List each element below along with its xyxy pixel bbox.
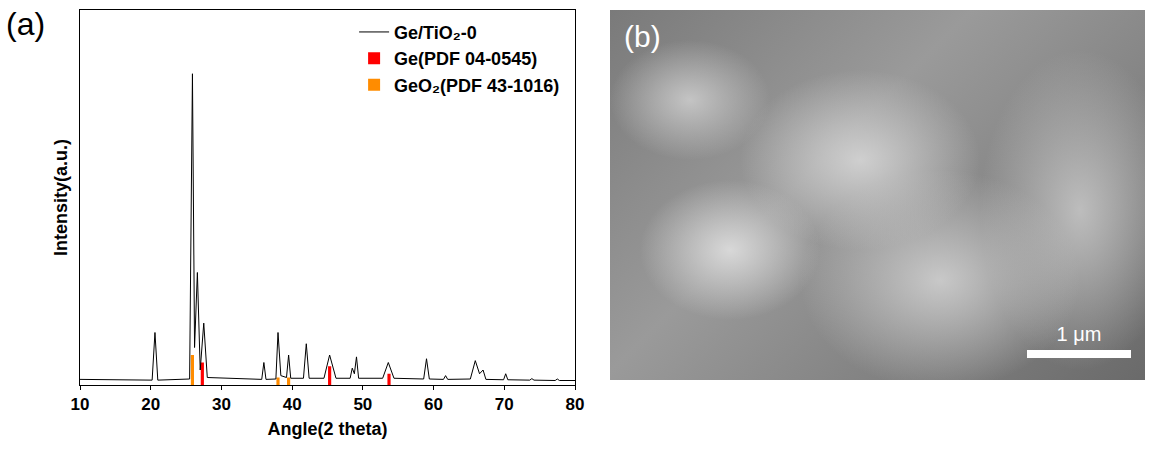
svg-text:Ge/TiO₂-0: Ge/TiO₂-0 [394, 23, 477, 43]
svg-text:Angle(2 theta): Angle(2 theta) [267, 419, 387, 439]
svg-text:10: 10 [71, 395, 90, 414]
svg-text:40: 40 [283, 395, 302, 414]
svg-text:60: 60 [424, 395, 443, 414]
svg-text:50: 50 [353, 395, 372, 414]
html-text:(a): (a) [6, 6, 46, 42]
svg-text:Ge(PDF 04-0545): Ge(PDF 04-0545) [394, 49, 537, 69]
svg-text:70: 70 [495, 395, 514, 414]
html-text:(b): (b) [624, 20, 661, 53]
svg-text:80: 80 [566, 395, 585, 414]
svg-text:Intensity(a.u.): Intensity(a.u.) [51, 139, 71, 256]
svg-text:20: 20 [141, 395, 160, 414]
html-text:1 μm: 1 μm [1056, 323, 1102, 345]
svg-text:30: 30 [212, 395, 231, 414]
svg-text:GeO₂(PDF 43-1016): GeO₂(PDF 43-1016) [394, 76, 559, 96]
